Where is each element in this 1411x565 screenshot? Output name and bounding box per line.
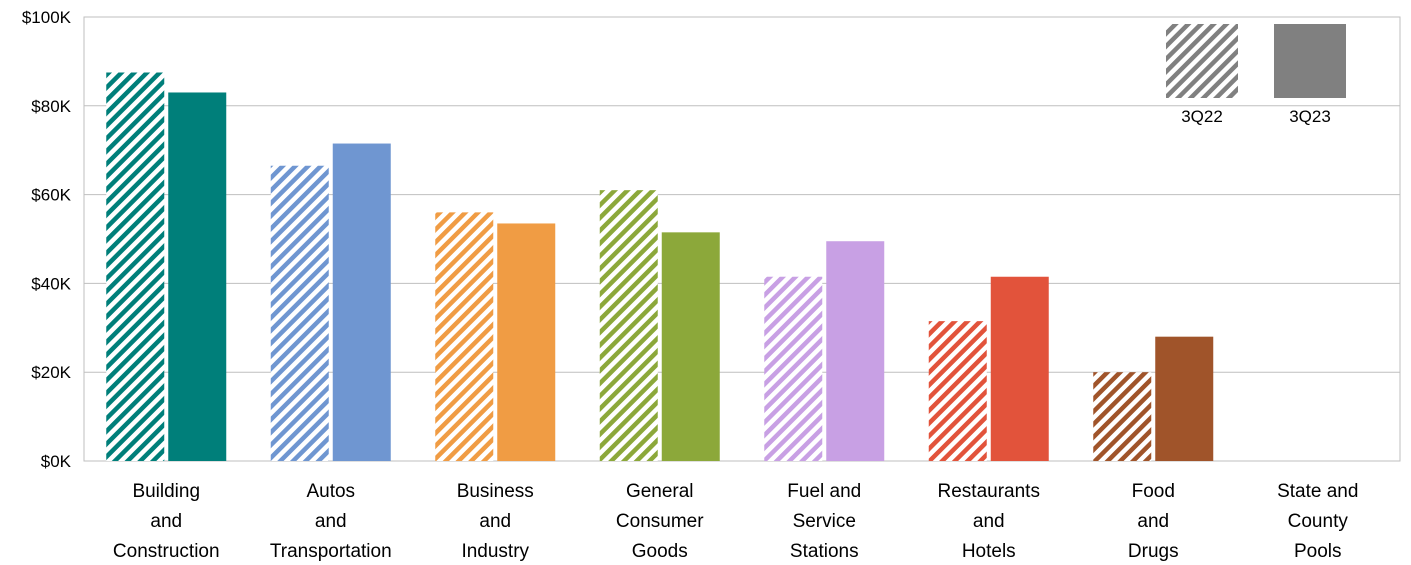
y-tick-label: $100K: [22, 8, 72, 27]
legend-item-3q22: 3Q22: [1166, 24, 1238, 126]
bar-3q23-2: [497, 223, 556, 461]
y-tick-label: $80K: [31, 97, 71, 116]
bar-3q22-0: [106, 72, 165, 461]
bar-3q23-1: [332, 143, 391, 462]
y-tick-label: $0K: [41, 452, 72, 471]
x-tick-label: General Consumer Goods: [616, 481, 704, 562]
x-tick-label: Building and Construction: [113, 481, 220, 562]
bar-3q23-3: [661, 232, 720, 461]
bar-3q22-2: [435, 212, 494, 461]
x-tick-label: State and County Pools: [1277, 481, 1358, 562]
x-tick-label: Business and Industry: [457, 481, 534, 562]
bar-3q23-4: [826, 241, 885, 461]
y-axis: $0K $20K $40K $60K $80K $100K: [22, 8, 72, 471]
legend-item-3q23: 3Q23: [1274, 24, 1346, 126]
x-tick-label: Fuel and Service Stations: [787, 481, 861, 562]
y-tick-label: $60K: [31, 186, 71, 205]
bar-3q22-6: [1093, 372, 1152, 461]
legend: 3Q22 3Q23: [1166, 24, 1346, 126]
bar-3q22-1: [270, 165, 329, 462]
y-tick-label: $40K: [31, 274, 71, 293]
x-axis: Building and Construction Autos and Transport…: [113, 481, 1359, 562]
x-tick-label: Autos and Transportation: [270, 481, 392, 562]
x-tick-label: Restaurants and Hotels: [938, 481, 1040, 562]
legend-swatch: [1274, 24, 1346, 98]
bar-3q23-0: [168, 92, 227, 461]
bar-3q22-3: [599, 190, 658, 461]
bars: [106, 72, 1214, 462]
legend-label: 3Q22: [1181, 107, 1223, 126]
x-tick-label: Food and Drugs: [1128, 481, 1179, 562]
y-tick-label: $20K: [31, 363, 71, 382]
bar-3q22-5: [928, 321, 987, 461]
bar-3q23-5: [990, 276, 1049, 461]
legend-swatch: [1166, 24, 1238, 98]
bar-3q22-4: [764, 276, 823, 461]
legend-label: 3Q23: [1289, 107, 1331, 126]
bar-3q23-6: [1155, 336, 1214, 461]
